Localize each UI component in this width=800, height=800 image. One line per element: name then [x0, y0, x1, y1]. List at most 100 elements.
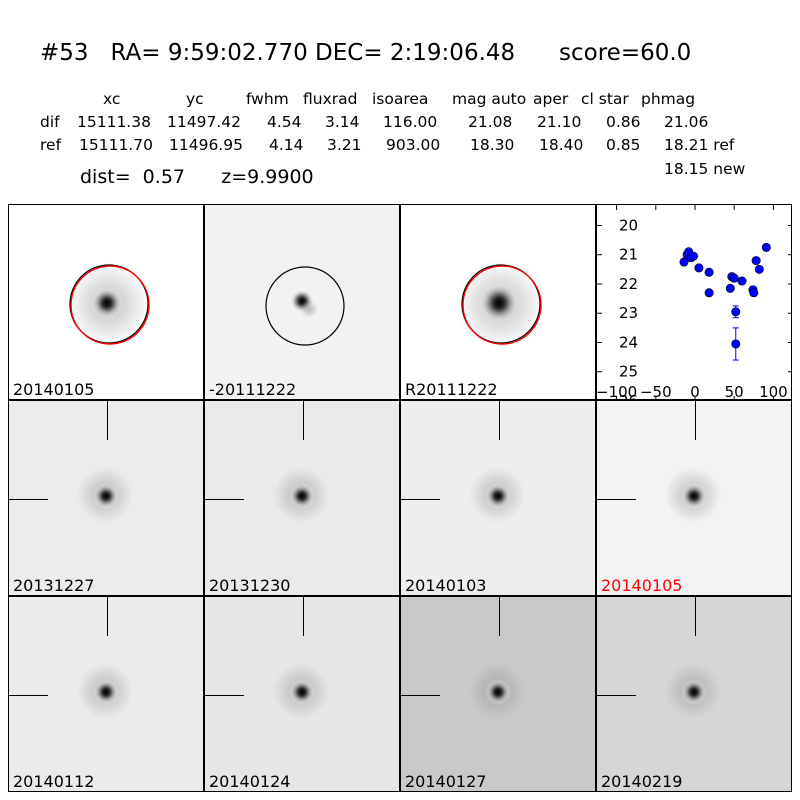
- epoch-stamp-image: [205, 401, 399, 595]
- epoch-stamp: 20140112: [8, 596, 204, 792]
- data-point: [704, 288, 714, 298]
- horizontal-marker: [597, 499, 636, 500]
- table-cell: 903.00: [386, 136, 441, 154]
- epoch-stamp-image: [597, 401, 791, 595]
- table-cell: 3.14: [325, 113, 360, 131]
- column-header: fluxrad: [303, 90, 358, 108]
- light-curve-panel: 20 21 22 23 24 25 26 −100 −50 0 50 100: [596, 204, 792, 400]
- vertical-marker: [107, 597, 108, 636]
- table-cell: 18.40: [539, 136, 584, 154]
- data-point: [737, 276, 747, 286]
- x-tick-label: 100: [759, 383, 788, 400]
- column-header: aper: [533, 90, 569, 108]
- y-tick-label: 21: [619, 246, 638, 264]
- dist-value: dist= 0.57: [80, 166, 185, 188]
- reference-stamp-image: [401, 205, 595, 399]
- epoch-stamp-image: [205, 597, 399, 791]
- x-tick-label: −50: [640, 383, 672, 400]
- epoch-stamp: 20140105: [596, 400, 792, 596]
- column-header: mag auto: [452, 90, 527, 108]
- epoch-stamp-image: [401, 401, 595, 595]
- table-cell: 18.30: [470, 136, 515, 154]
- stamp-label: 20140103: [405, 576, 487, 595]
- horizontal-marker: [205, 499, 244, 500]
- vertical-marker: [499, 597, 500, 636]
- y-tick-label: 22: [619, 275, 638, 293]
- column-header: xc: [103, 90, 121, 108]
- data-point: [749, 288, 759, 298]
- stamp-label: 20140219: [601, 772, 683, 791]
- table-cell: 116.00: [383, 113, 438, 131]
- page-title: #53 RA= 9:59:02.770 DEC= 2:19:06.48 scor…: [40, 40, 692, 66]
- data-point: [688, 251, 698, 261]
- row-label: ref: [40, 136, 62, 154]
- y-tick-label: 20: [619, 216, 638, 234]
- stamp-label: 20131227: [13, 576, 95, 595]
- table-cell: 11497.42: [167, 113, 241, 131]
- data-point: [754, 264, 764, 274]
- table-cell: 15111.38: [77, 113, 151, 131]
- column-header: phmag: [641, 90, 696, 108]
- horizontal-marker: [401, 695, 440, 696]
- stamp-difference: -20111222: [204, 204, 400, 400]
- data-point: [729, 273, 739, 283]
- epoch-stamp-image: [401, 597, 595, 791]
- epoch-stamp: 20140103: [400, 400, 596, 596]
- horizontal-marker: [205, 695, 244, 696]
- stamp-label: 20140124: [209, 772, 291, 791]
- stamp-label: 20140105: [601, 576, 683, 595]
- table-cell: 21.08: [468, 113, 513, 131]
- difference-stamp-image: [205, 205, 399, 399]
- y-tick-label: 24: [619, 333, 638, 351]
- epoch-stamp-image: [9, 401, 203, 595]
- stamp-label: -20111222: [209, 380, 297, 399]
- epoch-stamp: 20131227: [8, 400, 204, 596]
- vertical-marker: [499, 401, 500, 440]
- column-header: cl star: [581, 90, 629, 108]
- column-header: fwhm: [246, 90, 289, 108]
- column-header: yc: [186, 90, 204, 108]
- column-header: isoarea: [372, 90, 429, 108]
- stamp-label: 20140105: [13, 380, 95, 399]
- horizontal-marker: [9, 695, 48, 696]
- x-tick-label: 50: [725, 383, 744, 400]
- epoch-stamp-image: [597, 597, 791, 791]
- stamp-label: 20140112: [13, 772, 95, 791]
- vertical-marker: [303, 597, 304, 636]
- table-cell: 3.21: [327, 136, 362, 154]
- horizontal-marker: [597, 695, 636, 696]
- data-point: [751, 256, 761, 266]
- table-cell: 4.54: [267, 113, 302, 131]
- epoch-stamp: 20140127: [400, 596, 596, 792]
- stamp-label: 20131230: [209, 576, 291, 595]
- epoch-stamp: 20140124: [204, 596, 400, 792]
- stamp-reference: R20111222: [400, 204, 596, 400]
- epoch-stamp: 20140219: [596, 596, 792, 792]
- data-point: [731, 307, 741, 317]
- data-point: [731, 339, 741, 349]
- vertical-marker: [695, 597, 696, 636]
- table-cell: 4.14: [269, 136, 304, 154]
- stamp-science: 20140105: [8, 204, 204, 400]
- x-tick-label: −100: [597, 383, 637, 400]
- table-cell: 0.86: [606, 113, 641, 131]
- table-cell: 15111.70: [79, 136, 153, 154]
- dist-z-line: dist= 0.57 z=9.9900: [80, 166, 314, 188]
- data-point: [761, 242, 771, 252]
- vertical-marker: [107, 401, 108, 440]
- light-curve-chart: 20 21 22 23 24 25 26−100 −50 0 50 100: [597, 205, 791, 400]
- vertical-marker: [695, 401, 696, 440]
- data-point: [694, 263, 704, 273]
- table-cell: 18.21 ref: [664, 136, 735, 154]
- y-tick-label: 25: [619, 363, 638, 381]
- epoch-stamp-image: [9, 597, 203, 791]
- data-point: [725, 283, 735, 293]
- y-tick-label: 26: [619, 392, 638, 400]
- stamp-label: R20111222: [405, 380, 498, 399]
- row-label: dif: [40, 113, 60, 131]
- data-point: [704, 267, 714, 277]
- stamp-label: 20140127: [405, 772, 487, 791]
- horizontal-marker: [401, 499, 440, 500]
- new-phmag: 18.15 new: [664, 160, 746, 178]
- table-cell: 11496.95: [169, 136, 243, 154]
